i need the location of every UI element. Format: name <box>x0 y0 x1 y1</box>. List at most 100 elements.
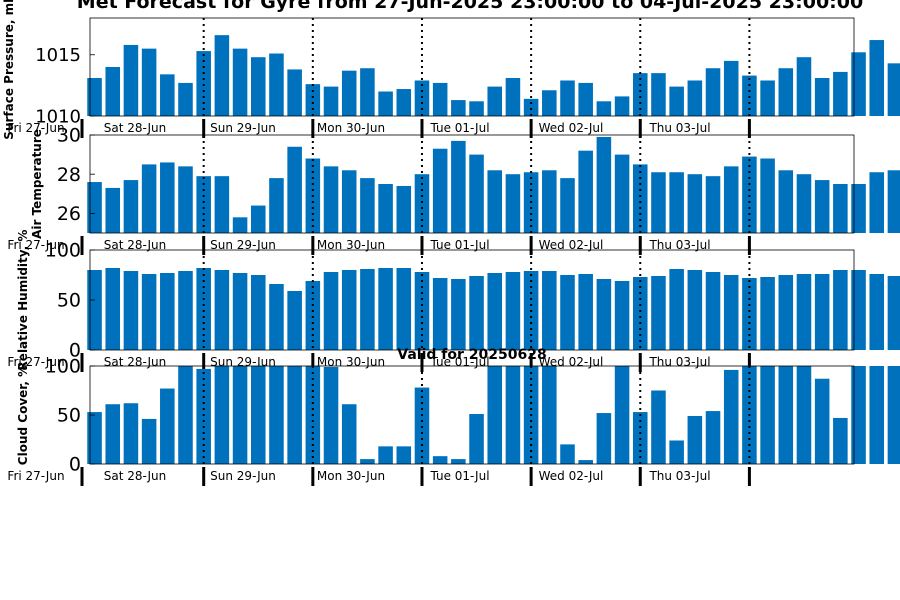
bar-3-13 <box>305 281 321 350</box>
bar-3-4 <box>141 274 157 350</box>
day-label-4-6: Wed 02-Jul <box>539 469 604 483</box>
ytick-label-4-3: 100 <box>45 356 81 378</box>
bar-2-7 <box>196 176 211 233</box>
bar-1-17 <box>378 91 393 116</box>
bar-4-35 <box>705 411 721 464</box>
bar-1-1 <box>87 78 102 116</box>
day-label-4-1: Fri 27-Jun <box>7 469 64 483</box>
bar-4-41 <box>814 378 830 464</box>
bar-2-1 <box>87 182 102 233</box>
bar-4-27 <box>560 444 575 464</box>
ytick-label-3-1: 0 <box>69 340 81 362</box>
bar-2-28 <box>578 150 593 233</box>
bar-1-24 <box>505 78 521 116</box>
bar-4-4 <box>141 418 157 464</box>
bar-1-30 <box>614 96 630 116</box>
bar-1-39 <box>778 68 794 116</box>
panel-title-4: Valid for 20250628 <box>397 347 546 363</box>
bar-1-7 <box>196 51 211 116</box>
day-label-3-1: Fri 27-Jun <box>7 355 64 369</box>
bar-2-18 <box>396 185 412 233</box>
ytick-label-1-1: 1010 <box>35 106 81 127</box>
bar-1-11 <box>269 53 284 116</box>
bar-3-5 <box>160 273 175 350</box>
bar-1-8 <box>214 35 230 116</box>
day-label-3-2: Sat 28-Jun <box>104 355 167 369</box>
bar-3-38 <box>760 277 775 350</box>
bar-1-34 <box>687 80 703 116</box>
bar-4-42 <box>833 417 848 464</box>
bar-2-35 <box>705 176 721 233</box>
bar-4-29 <box>596 413 612 464</box>
bar-2-33 <box>669 172 684 233</box>
bar-1-4 <box>141 48 157 117</box>
bar-1-28 <box>578 82 593 116</box>
bar-1-26 <box>542 90 557 116</box>
bar-1-33 <box>669 86 684 116</box>
day-label-1-7: Thu 03-Jul <box>648 121 710 135</box>
bar-2-3 <box>123 180 139 233</box>
day-label-4-5: Tue 01-Jul <box>429 469 489 483</box>
bar-3-37 <box>742 278 757 350</box>
ytick-label-1-2: 1015 <box>35 45 81 66</box>
bar-3-36 <box>723 275 739 350</box>
day-label-2-7: Thu 03-Jul <box>648 238 710 252</box>
bar-2-36 <box>723 166 739 233</box>
bar-2-29 <box>596 136 612 233</box>
bar-4-19 <box>414 387 430 464</box>
bar-1-13 <box>305 84 321 116</box>
day-label-1-3: Sun 29-Jun <box>210 121 276 135</box>
bar-3-24 <box>505 272 521 350</box>
ytick-label-2-1: 26 <box>57 203 81 225</box>
bar-1-20 <box>432 82 448 116</box>
day-label-3-5: Tue 01-Jul <box>429 355 489 369</box>
bar-3-7 <box>196 268 211 350</box>
bar-3-35 <box>705 272 721 350</box>
bar-2-45 <box>887 170 900 233</box>
bar-1-40 <box>796 57 812 116</box>
ylabel-2: Air Temperature <box>30 129 44 239</box>
bar-3-15 <box>341 270 357 350</box>
day-label-3-7: Thu 03-Jul <box>648 355 710 369</box>
bar-3-34 <box>687 270 703 350</box>
bar-3-12 <box>287 291 302 350</box>
bar-4-45 <box>887 366 900 464</box>
bar-2-32 <box>651 172 666 233</box>
bar-4-12 <box>287 366 302 464</box>
bar-2-5 <box>160 162 175 233</box>
bar-1-29 <box>596 101 612 116</box>
bar-2-31 <box>632 164 648 233</box>
bar-3-20 <box>432 278 448 350</box>
bar-3-22 <box>469 276 484 350</box>
day-label-2-1: Fri 27-Jun <box>7 238 64 252</box>
day-label-2-3: Sun 29-Jun <box>210 238 276 252</box>
bar-2-11 <box>269 178 284 233</box>
ytick-label-4-2: 50 <box>57 405 81 427</box>
figure-title: Met Forecast for Gyre from 27-Jun-2025 2… <box>77 0 863 13</box>
bar-1-14 <box>323 86 339 116</box>
bar-4-1 <box>87 412 102 464</box>
bar-2-39 <box>778 170 794 233</box>
bar-1-3 <box>123 44 139 117</box>
bar-2-27 <box>560 178 575 233</box>
day-label-1-2: Sat 28-Jun <box>104 121 167 135</box>
bar-2-38 <box>760 158 775 233</box>
bar-4-20 <box>432 456 448 464</box>
bar-3-8 <box>214 270 230 350</box>
day-label-2-2: Sat 28-Jun <box>104 238 167 252</box>
bar-2-30 <box>614 154 630 233</box>
bar-1-19 <box>414 80 430 116</box>
bar-1-21 <box>451 100 466 116</box>
bar-3-43 <box>851 270 866 350</box>
day-label-4-3: Sun 29-Jun <box>210 469 276 483</box>
bar-3-44 <box>869 274 885 350</box>
bar-3-16 <box>360 269 375 350</box>
bar-2-8 <box>214 176 230 233</box>
bar-2-42 <box>833 184 848 233</box>
bar-2-22 <box>469 154 484 233</box>
bar-2-26 <box>542 170 557 233</box>
bar-1-31 <box>632 73 648 117</box>
bar-1-25 <box>523 98 539 116</box>
